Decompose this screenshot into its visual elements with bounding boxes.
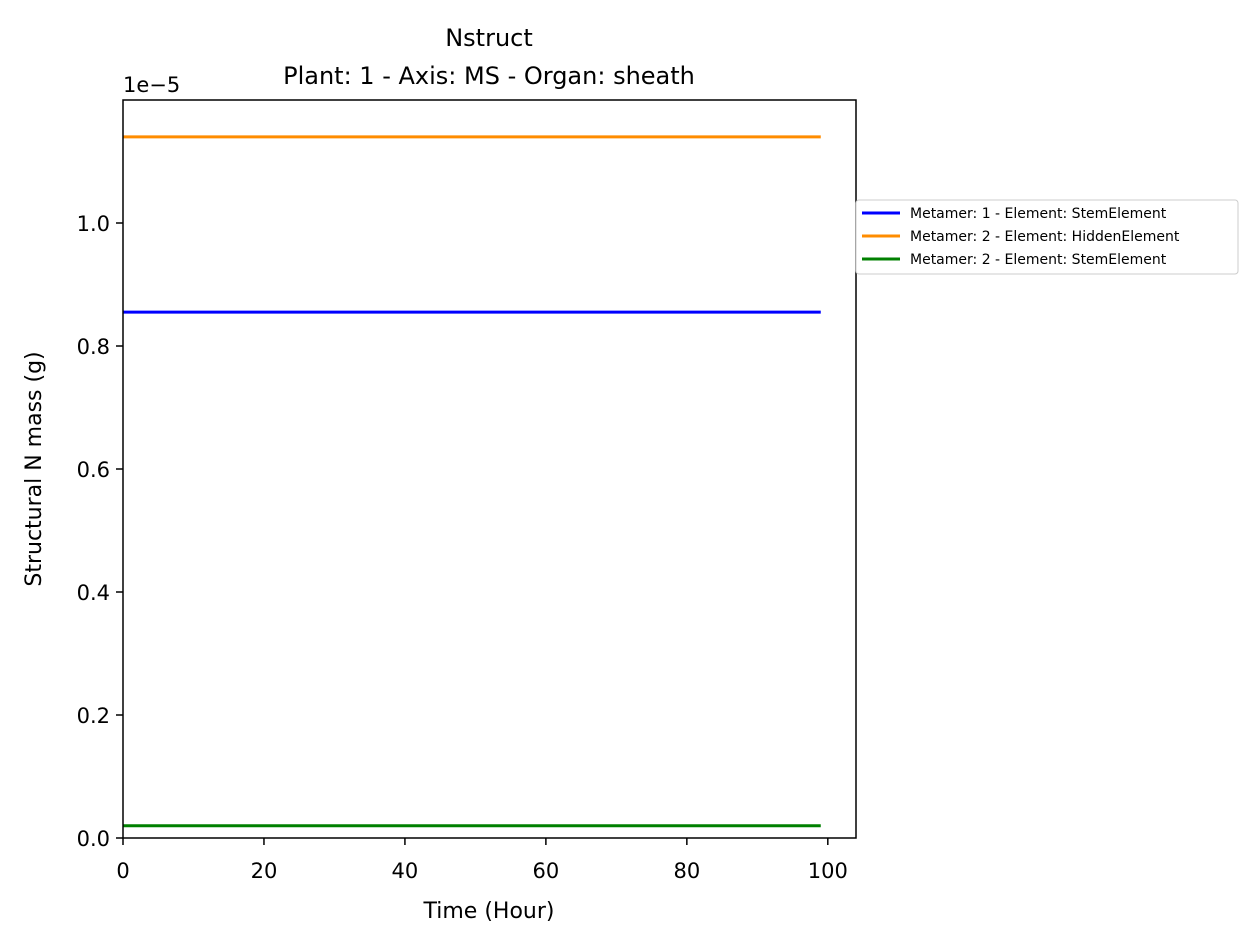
y-axis-label: Structural N mass (g) — [22, 351, 47, 586]
y-tick-label: 0.8 — [77, 335, 110, 359]
y-tick-label: 0.4 — [77, 581, 110, 605]
legend: Metamer: 1 - Element: StemElement Metamer… — [855, 199, 1239, 275]
x-tick-label: 60 — [533, 859, 560, 883]
x-tick-label: 40 — [392, 859, 419, 883]
series-lines — [123, 135, 821, 828]
legend-entry-label: Metamer: 1 - Element: StemElement — [910, 206, 1167, 222]
x-axis-label: Time (Hour) — [423, 899, 555, 924]
chart-title: Nstruct — [445, 24, 533, 52]
y-tick-label: 0.6 — [77, 458, 110, 482]
y-axis: 0.0 0.2 0.4 0.6 0.8 1.0 — [77, 212, 123, 851]
legend-entry-label: Metamer: 2 - Element: HiddenElement — [910, 229, 1180, 245]
x-axis: 0 20 40 60 80 100 — [116, 838, 848, 883]
y-offset-label: 1e−5 — [123, 73, 180, 97]
y-tick-label: 1.0 — [77, 212, 110, 236]
x-tick-label: 0 — [116, 859, 129, 883]
legend-entry-label: Metamer: 2 - Element: StemElement — [910, 252, 1167, 268]
plot-area — [122, 99, 857, 839]
x-tick-label: 20 — [251, 859, 278, 883]
x-tick-label: 100 — [808, 859, 848, 883]
y-tick-label: 0.0 — [77, 827, 110, 851]
y-tick-label: 0.2 — [77, 704, 110, 728]
x-tick-label: 80 — [673, 859, 700, 883]
chart-subtitle: Plant: 1 - Axis: MS - Organ: sheath — [283, 62, 695, 90]
legend-box — [855, 199, 1239, 275]
